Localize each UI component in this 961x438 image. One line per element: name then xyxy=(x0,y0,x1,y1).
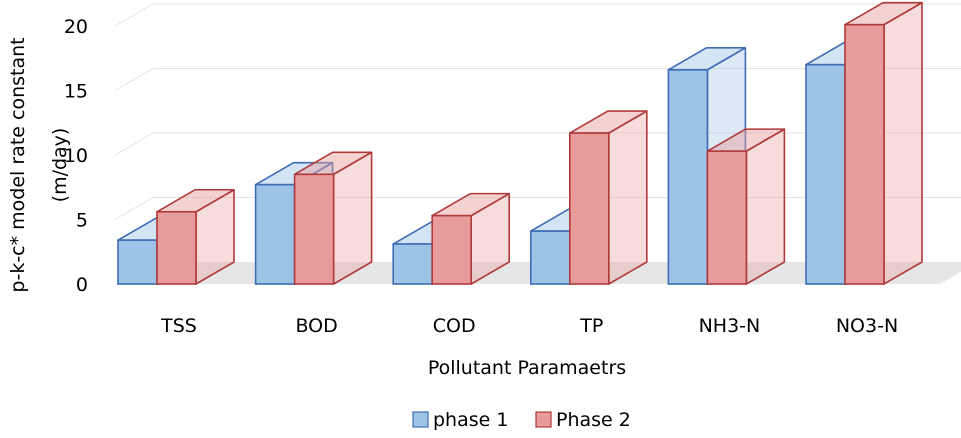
gridline xyxy=(114,3,154,27)
bar-front xyxy=(156,210,197,285)
x-axis-ticks: TSS BOD COD TP NH3-N NO3-N xyxy=(160,315,898,337)
legend-swatch xyxy=(535,411,552,428)
bar-side xyxy=(745,128,786,285)
y-tick-label: 15 xyxy=(64,81,88,103)
legend-label: Phase 2 xyxy=(556,409,631,431)
legend-item: Phase 2 xyxy=(535,409,631,431)
y-axis-ticks: 0 5 10 15 20 xyxy=(64,16,88,296)
y-tick-label: 10 xyxy=(64,145,88,167)
bar-front xyxy=(706,150,748,285)
bar-front xyxy=(431,214,473,285)
bar-front xyxy=(568,132,610,285)
bar xyxy=(706,128,786,285)
bar-front xyxy=(293,173,335,285)
bar xyxy=(568,110,648,285)
x-axis-title: Pollutant Paramaetrs xyxy=(428,357,626,379)
y-axis-title-line2: (m/day) xyxy=(49,128,71,203)
bar-side xyxy=(332,151,373,285)
x-tick-label: BOD xyxy=(295,315,337,337)
bar-front xyxy=(117,239,158,285)
y-tick-label: 20 xyxy=(64,16,88,38)
x-tick-label: NO3-N xyxy=(836,315,898,337)
y-tick-label: 5 xyxy=(76,210,88,232)
bar-side xyxy=(883,1,923,285)
x-tick-label: TP xyxy=(579,315,603,337)
gridline xyxy=(114,132,154,156)
bar xyxy=(431,192,511,285)
y-tick-label: 0 xyxy=(76,274,88,296)
legend: phase 1 Phase 2 xyxy=(412,409,631,431)
bar-front xyxy=(254,183,296,285)
x-tick-label: COD xyxy=(433,315,476,337)
bar-front xyxy=(667,69,709,285)
x-tick-label: NH3-N xyxy=(699,315,761,337)
bar xyxy=(844,1,923,285)
x-tick-label: TSS xyxy=(160,315,197,337)
bar xyxy=(293,151,373,285)
legend-swatch xyxy=(412,411,429,428)
legend-label: phase 1 xyxy=(433,409,508,431)
bar-front xyxy=(392,243,434,285)
gridline xyxy=(114,68,154,91)
y-axis-title: p-k-c* model rate constant (m/day) xyxy=(7,37,71,292)
bar xyxy=(156,188,235,285)
gridline xyxy=(114,197,154,220)
bar-side xyxy=(607,110,648,285)
y-axis-title-line1: p-k-c* model rate constant xyxy=(7,37,29,292)
bar-front xyxy=(529,230,571,285)
bar-front xyxy=(844,23,885,285)
bars xyxy=(117,1,923,285)
legend-item: phase 1 xyxy=(412,409,508,431)
bar-front xyxy=(805,63,846,285)
